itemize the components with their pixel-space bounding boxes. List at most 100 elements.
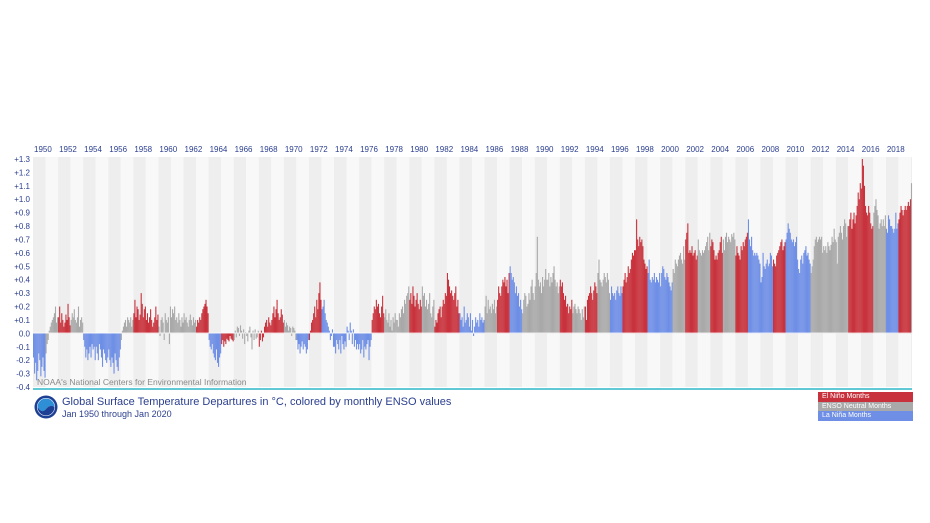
bar [52, 317, 54, 334]
bar [141, 303, 143, 334]
bar [459, 313, 461, 334]
bar [538, 286, 540, 334]
bar [467, 317, 469, 334]
bar [905, 209, 907, 334]
x-tick-label: 1990 [536, 145, 554, 154]
x-tick-label: 2006 [736, 145, 754, 154]
bar [631, 252, 633, 334]
bar [882, 219, 884, 334]
bar [901, 209, 903, 334]
bar [216, 333, 219, 363]
bar [243, 329, 245, 334]
bar [315, 317, 317, 334]
year-band [509, 157, 523, 387]
year-band [246, 157, 259, 387]
bar [344, 333, 346, 342]
year-band [158, 157, 171, 387]
bar [594, 282, 596, 334]
year-band [271, 157, 284, 387]
bar [537, 279, 539, 334]
legend-elnino-label: El Niño Months [822, 393, 870, 400]
bar [239, 325, 242, 334]
bar [177, 322, 179, 334]
y-tick-label: 0.0 [19, 329, 31, 338]
bar [910, 183, 913, 334]
bar [256, 333, 258, 338]
bar [641, 239, 643, 334]
bar [839, 226, 841, 334]
bar [874, 205, 876, 334]
bar [632, 255, 635, 334]
bar [128, 319, 130, 334]
bar [331, 329, 334, 334]
bar [147, 322, 150, 334]
bar [365, 333, 367, 350]
bar [681, 259, 683, 334]
bar [804, 250, 806, 334]
bar [531, 279, 533, 334]
bar [664, 277, 666, 334]
bar [868, 205, 870, 334]
bar [258, 333, 260, 347]
bar [368, 333, 370, 361]
bar [698, 250, 700, 334]
x-tick-label: 1960 [159, 145, 177, 154]
bar [709, 232, 711, 334]
bar [234, 330, 236, 334]
bar [761, 277, 763, 334]
bar [117, 333, 119, 371]
bar [345, 333, 347, 347]
bar [404, 299, 406, 334]
bar [587, 295, 590, 334]
year-band [459, 157, 472, 387]
bar [532, 293, 534, 334]
year-band [434, 157, 447, 387]
bar [491, 303, 493, 334]
bar [644, 263, 646, 334]
bar [665, 279, 667, 334]
bar [337, 333, 339, 345]
bar [140, 293, 142, 334]
bar [152, 326, 154, 334]
legend-lanina: La Niña Months [818, 411, 913, 421]
bar [123, 322, 126, 334]
bar [393, 322, 395, 334]
bar [86, 333, 88, 350]
bar [259, 333, 261, 341]
bar [38, 333, 40, 354]
legend-neutral-label: ENSO Neutral Months [822, 402, 892, 410]
bar [498, 286, 500, 334]
bar [386, 319, 388, 334]
bar [906, 205, 908, 334]
bar [83, 333, 85, 341]
year-band [108, 157, 121, 387]
bar [553, 266, 555, 334]
bar [346, 326, 348, 334]
year-band [83, 157, 96, 387]
bar [488, 309, 490, 334]
bar [688, 252, 690, 334]
bar [728, 236, 730, 334]
bar [448, 286, 451, 334]
bar [636, 219, 638, 334]
bar [414, 306, 416, 334]
bar [580, 319, 582, 334]
year-band [522, 157, 535, 387]
bar [824, 250, 826, 334]
bar [187, 326, 189, 334]
bar [798, 268, 800, 334]
bar [323, 299, 325, 334]
bar [118, 333, 120, 358]
bar [353, 333, 355, 347]
bar [595, 286, 597, 334]
bar [211, 333, 213, 345]
bar [413, 295, 415, 334]
year-band [308, 157, 322, 387]
bar [75, 322, 77, 334]
bar [731, 234, 733, 334]
bar [687, 223, 689, 334]
year-band [208, 157, 222, 387]
bar [191, 325, 193, 334]
bar [683, 246, 685, 334]
bar [832, 242, 834, 334]
